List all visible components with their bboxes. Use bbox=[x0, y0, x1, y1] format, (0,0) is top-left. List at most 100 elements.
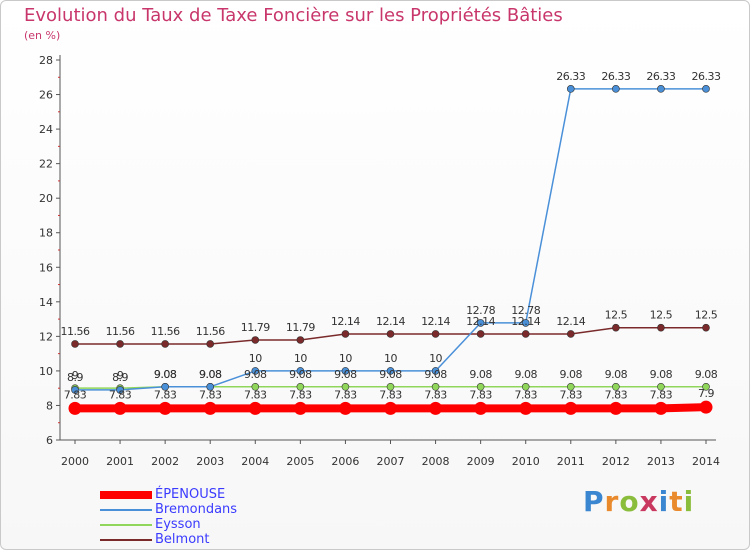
y-tick-label: 20 bbox=[39, 192, 53, 205]
data-point bbox=[296, 367, 305, 375]
x-tick-label: 2000 bbox=[61, 455, 89, 468]
data-label: 9.08 bbox=[244, 368, 267, 381]
data-point bbox=[657, 382, 665, 391]
data-label: 9.08 bbox=[650, 368, 673, 381]
data-point bbox=[657, 85, 665, 93]
data-point bbox=[338, 401, 352, 415]
data-point bbox=[612, 382, 620, 391]
data-label: 7.83 bbox=[109, 388, 132, 401]
x-tick-label: 2004 bbox=[241, 455, 269, 468]
data-point bbox=[474, 401, 488, 415]
proxiti-logo: Proxiti bbox=[583, 485, 694, 518]
data-point bbox=[341, 367, 350, 375]
data-point bbox=[386, 382, 395, 391]
data-point bbox=[566, 382, 575, 391]
data-label: 9.08 bbox=[334, 368, 357, 381]
data-point bbox=[566, 85, 575, 93]
y-tick-label: 12 bbox=[39, 330, 53, 343]
data-label: 8.9 bbox=[67, 371, 83, 384]
data-point bbox=[116, 386, 124, 394]
data-label: 12.5 bbox=[605, 309, 628, 322]
data-label: 9.08 bbox=[289, 368, 312, 381]
data-point bbox=[203, 401, 217, 415]
data-point bbox=[431, 330, 440, 338]
data-label: 11.56 bbox=[106, 325, 135, 338]
y-tick-label: 14 bbox=[39, 296, 53, 309]
data-label: 9.08 bbox=[154, 368, 177, 381]
logo-letter: t bbox=[669, 485, 684, 518]
data-label: 9 bbox=[72, 369, 79, 382]
data-point bbox=[521, 382, 530, 391]
data-point bbox=[206, 340, 215, 348]
x-tick-label: 2006 bbox=[331, 455, 359, 468]
x-tick-label: 2007 bbox=[377, 455, 405, 468]
data-label: 9.08 bbox=[154, 368, 177, 381]
data-point bbox=[296, 382, 305, 391]
data-label: 9.08 bbox=[199, 368, 222, 381]
data-point bbox=[702, 85, 710, 93]
data-label: 26.33 bbox=[601, 70, 630, 83]
legend-label: Eysson bbox=[155, 517, 201, 532]
data-label: 10 bbox=[429, 352, 442, 365]
data-point bbox=[702, 323, 710, 332]
data-point bbox=[251, 382, 260, 391]
data-label: 7.83 bbox=[605, 388, 628, 401]
logo-letter: i bbox=[683, 485, 695, 518]
data-point bbox=[296, 336, 305, 344]
data-point bbox=[158, 401, 172, 415]
data-label: 7.83 bbox=[650, 388, 673, 401]
data-point bbox=[521, 319, 530, 327]
data-point bbox=[341, 382, 350, 391]
data-label: 7.83 bbox=[379, 388, 402, 401]
data-point bbox=[71, 340, 79, 348]
data-label: 7.9 bbox=[698, 387, 714, 400]
data-point bbox=[293, 401, 307, 415]
legend-label: Bremondans bbox=[155, 502, 238, 517]
logo-letter: i bbox=[658, 485, 670, 518]
logo-letter: o bbox=[619, 485, 640, 518]
data-label: 9.08 bbox=[695, 368, 718, 381]
data-label: 12.5 bbox=[650, 309, 673, 322]
data-point bbox=[386, 367, 395, 375]
data-point bbox=[113, 401, 127, 415]
data-point bbox=[476, 330, 485, 338]
chart-subtitle: (en %) bbox=[24, 29, 61, 42]
data-label: 12.14 bbox=[466, 315, 495, 328]
data-point bbox=[612, 323, 620, 332]
data-label: 11.79 bbox=[286, 321, 315, 334]
data-label: 7.83 bbox=[469, 388, 492, 401]
data-label: 7.83 bbox=[289, 388, 312, 401]
data-label: 9 bbox=[117, 369, 124, 382]
chart-title: Evolution du Taux de Taxe Foncière sur l… bbox=[24, 5, 563, 26]
data-label: 12.14 bbox=[331, 315, 360, 328]
data-label: 12.78 bbox=[466, 304, 495, 317]
data-point bbox=[702, 382, 710, 391]
data-label: 12.14 bbox=[421, 315, 450, 328]
legend-swatch bbox=[100, 509, 152, 511]
data-label: 7.83 bbox=[560, 388, 583, 401]
legend-swatch bbox=[100, 524, 152, 526]
data-point bbox=[251, 336, 260, 344]
x-tick-label: 2009 bbox=[467, 455, 495, 468]
data-label: 11.56 bbox=[61, 325, 90, 338]
y-tick-label: 6 bbox=[46, 434, 53, 447]
data-label: 26.33 bbox=[692, 70, 721, 83]
data-label: 7.83 bbox=[244, 388, 267, 401]
x-tick-label: 2013 bbox=[647, 455, 675, 468]
y-tick-label: 26 bbox=[39, 89, 53, 102]
logo-letter: x bbox=[639, 485, 659, 518]
data-label: 7.83 bbox=[424, 388, 447, 401]
data-label: 11.79 bbox=[241, 321, 270, 334]
data-label: 9.08 bbox=[605, 368, 628, 381]
data-point bbox=[612, 85, 620, 93]
legend-swatch bbox=[100, 491, 152, 499]
data-label: 10 bbox=[294, 352, 307, 365]
logo-letter: P bbox=[583, 485, 605, 518]
legend-label: Belmont bbox=[155, 532, 210, 547]
data-label: 7.83 bbox=[514, 388, 537, 401]
data-label: 12.5 bbox=[695, 309, 718, 322]
data-point bbox=[566, 330, 575, 338]
data-point bbox=[521, 330, 530, 338]
